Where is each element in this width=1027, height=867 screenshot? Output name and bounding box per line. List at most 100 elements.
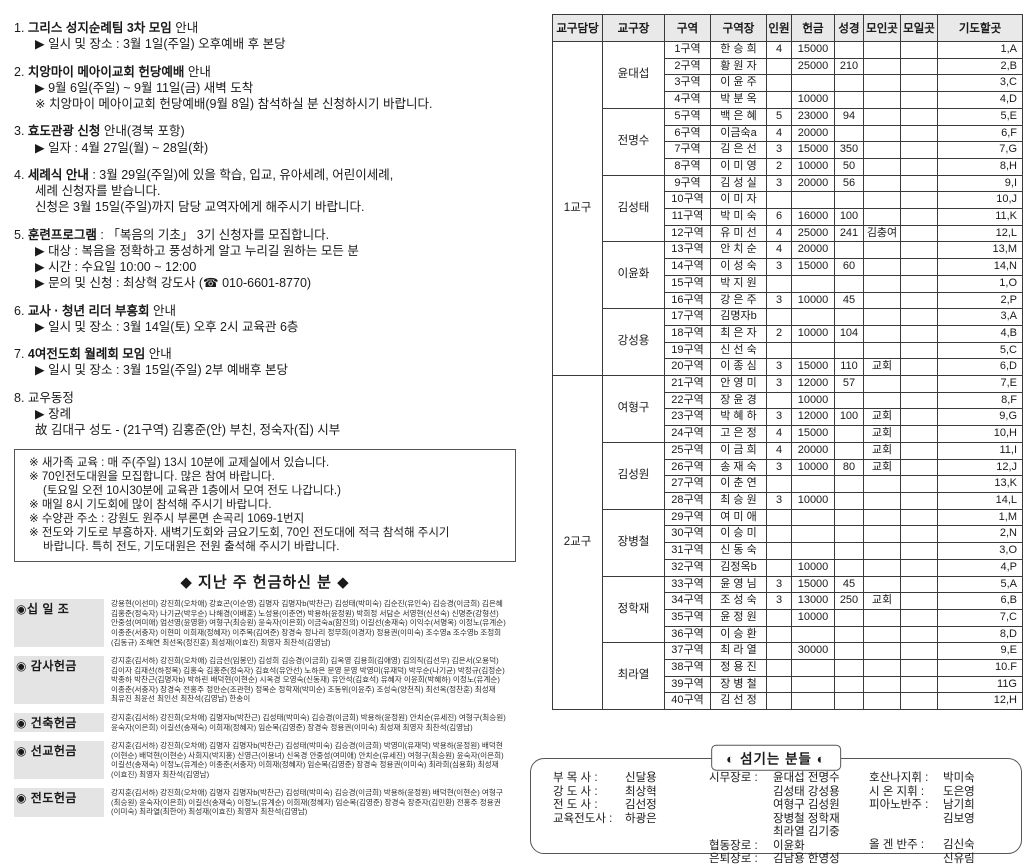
announcement-title: 8. 교우동정 [14, 390, 516, 406]
table-row: 36구역 이 승 환 8,D [553, 625, 1023, 644]
table-header-cell: 성경 [834, 14, 864, 42]
cell-pray-place: 13,K [937, 475, 1023, 493]
servant-line: 은퇴장로 : 김남용 한영성 [709, 853, 840, 867]
table-row: 35구역 윤 정 원 10000 7,C [553, 608, 1023, 627]
cell-pray-place: 5,A [937, 575, 1023, 594]
notice-box: ※ 새가족 교육 : 매 주(주일) 13시 10분에 교제실에서 있습니다. ※… [14, 449, 516, 563]
cell-district-leader: 백 은 혜 [710, 107, 767, 126]
servant-line: 신유림 [869, 853, 975, 867]
table-row: 18구역 최 은 자 2 10000 104 4,B [553, 324, 1023, 343]
cell-pray-place: 9,G [937, 408, 1023, 427]
servant-name: 김선정 [625, 799, 657, 812]
cell-pray-place: 1,M [937, 508, 1023, 527]
cell-bible [834, 274, 864, 293]
cell-met-place [863, 241, 901, 260]
cell-meet-place [900, 191, 938, 210]
servant-role-label: 호산나지휘 : [869, 772, 929, 784]
cell-meet-place [900, 324, 938, 343]
cell-meet-place [900, 57, 938, 76]
cell-bible [834, 625, 864, 644]
cell-pray-place: 10,H [937, 425, 1023, 443]
notice-line: (토요일 오전 10시30분에 교육관 1층에서 모여 전도 나갑니다.) [43, 485, 341, 498]
cell-offering: 10000 [791, 458, 835, 477]
cell-count [766, 508, 792, 527]
cell-district: 32구역 [664, 558, 711, 577]
cell-met-place [863, 41, 901, 59]
servant-role-label: 올 겐 반주 : [869, 839, 925, 852]
servant-line: 교육전도사 : 하광은 [553, 813, 657, 827]
table-body: 1교구 윤대섭 1구역 한 승 희 4 15000 1,A 2구역 황 원 자 25000 210 2… [552, 40, 1023, 711]
cell-bible [834, 124, 864, 143]
cell-pray-place: 3,A [937, 308, 1023, 326]
cell-district-leader: 황 원 자 [710, 57, 767, 76]
cell-meet-place [900, 508, 938, 527]
cell-pray-place: 2,B [937, 57, 1023, 76]
servant-role-label: 전 도 사 : [553, 799, 598, 812]
cell-parish-leader: 정학재 [602, 575, 665, 644]
cell-district: 7구역 [664, 141, 711, 159]
cell-pray-place: 4,B [937, 324, 1023, 343]
cell-pray-place: 14,N [937, 258, 1023, 276]
cell-meet-place [900, 41, 938, 59]
offering-category: ◉ 감사헌금 강지훈(김서하) 강진희(오차애) 김금선(임봉민) 김성희 김승경… [14, 656, 516, 704]
cell-meet-place [900, 558, 938, 577]
servant-role-label: 교육전도사 : [553, 812, 613, 825]
cell-count [766, 391, 792, 410]
cell-district-leader: 신 선 숙 [710, 341, 767, 360]
servant-name: 김남용 한영성 [773, 853, 840, 866]
cell-meet-place [900, 659, 938, 677]
cell-parish-leader: 여형구 [602, 375, 665, 443]
table-header-cell: 구역 [664, 14, 711, 42]
table-row: 31구역 신 동 숙 3,O [553, 542, 1023, 560]
cell-district: 13구역 [664, 241, 711, 260]
cell-met-place [863, 141, 901, 159]
servant-role-label [869, 853, 943, 867]
announcement-item: 5. 훈련프로그램 : 「복음의 기초」 3기 신청자를 모집합니다. ▶ 대상 … [14, 227, 516, 292]
cell-offering [791, 475, 835, 493]
announcement-title-bold: 훈련프로그램 [27, 227, 97, 242]
cell-meet-place [900, 692, 938, 711]
cell-meet-place [900, 291, 938, 310]
servant-line: 김보영 [869, 813, 975, 827]
table-header-row: 교구담당 교구장 구역 구역장 인원 헌금 성경 모인곳 모일곳 기도할곳 [552, 14, 1023, 42]
servant-role-label [869, 813, 943, 827]
servant-role-label [709, 813, 773, 827]
cell-count [766, 692, 792, 711]
cell-district: 22구역 [664, 391, 711, 410]
cell-bible [834, 241, 864, 260]
cell-offering: 10000 [791, 157, 835, 176]
cell-offering: 15000 [791, 358, 835, 377]
announcement-title-rest: : 3월 29일(주일)에 있을 학습, 입교, 유아세례, 어린이세례, [88, 167, 394, 182]
cell-bible: 57 [834, 375, 864, 393]
cell-district-leader: 박 미 숙 [710, 208, 767, 226]
cell-count: 4 [766, 124, 792, 143]
servant-role-label: 협동장로 : [709, 839, 758, 852]
cell-count [766, 642, 792, 661]
cell-pray-place: 5,C [937, 341, 1023, 360]
cell-pray-place: 4,P [937, 558, 1023, 577]
cell-district: 10구역 [664, 191, 711, 210]
cell-count [766, 525, 792, 544]
cell-met-place: 김충여 [863, 224, 901, 243]
cell-pray-place: 3,O [937, 542, 1023, 560]
cell-offering: 23000 [791, 107, 835, 126]
announcement-title-bold: 그리스 성지순례팀 3차 모임 [27, 21, 172, 35]
cell-district-leader: 이 금 희 [710, 441, 767, 460]
cell-count: 4 [766, 41, 792, 59]
cell-meet-place [900, 157, 938, 176]
cell-bible: 94 [834, 107, 864, 126]
cell-district: 33구역 [664, 575, 711, 594]
table-header-cell: 모일곳 [900, 14, 938, 42]
cell-meet-place [900, 491, 938, 510]
offering-category-label: ◉ 전도헌금 [14, 788, 104, 818]
cell-offering: 15000 [791, 425, 835, 443]
cell-offering: 15000 [791, 575, 835, 594]
notice-line: 바랍니다. 특히 전도, 기도대원은 전원 출석해 주시기 바랍니다. [43, 541, 340, 554]
cell-meet-place [900, 525, 938, 544]
cell-district-leader: 윤 영 님 [710, 575, 767, 594]
table-row: 2교구 여형구 21구역 안 영 미 3 12000 57 7,E [552, 375, 1023, 711]
offering-category: ◉ 건축헌금 강지훈(김서하) 강진희(오차애) 김명자b(박찬근) 김성태(박미… [14, 712, 516, 733]
cell-met-place: 교회 [863, 425, 901, 443]
servant-role-label [709, 826, 773, 840]
cell-offering: 10000 [791, 491, 835, 510]
